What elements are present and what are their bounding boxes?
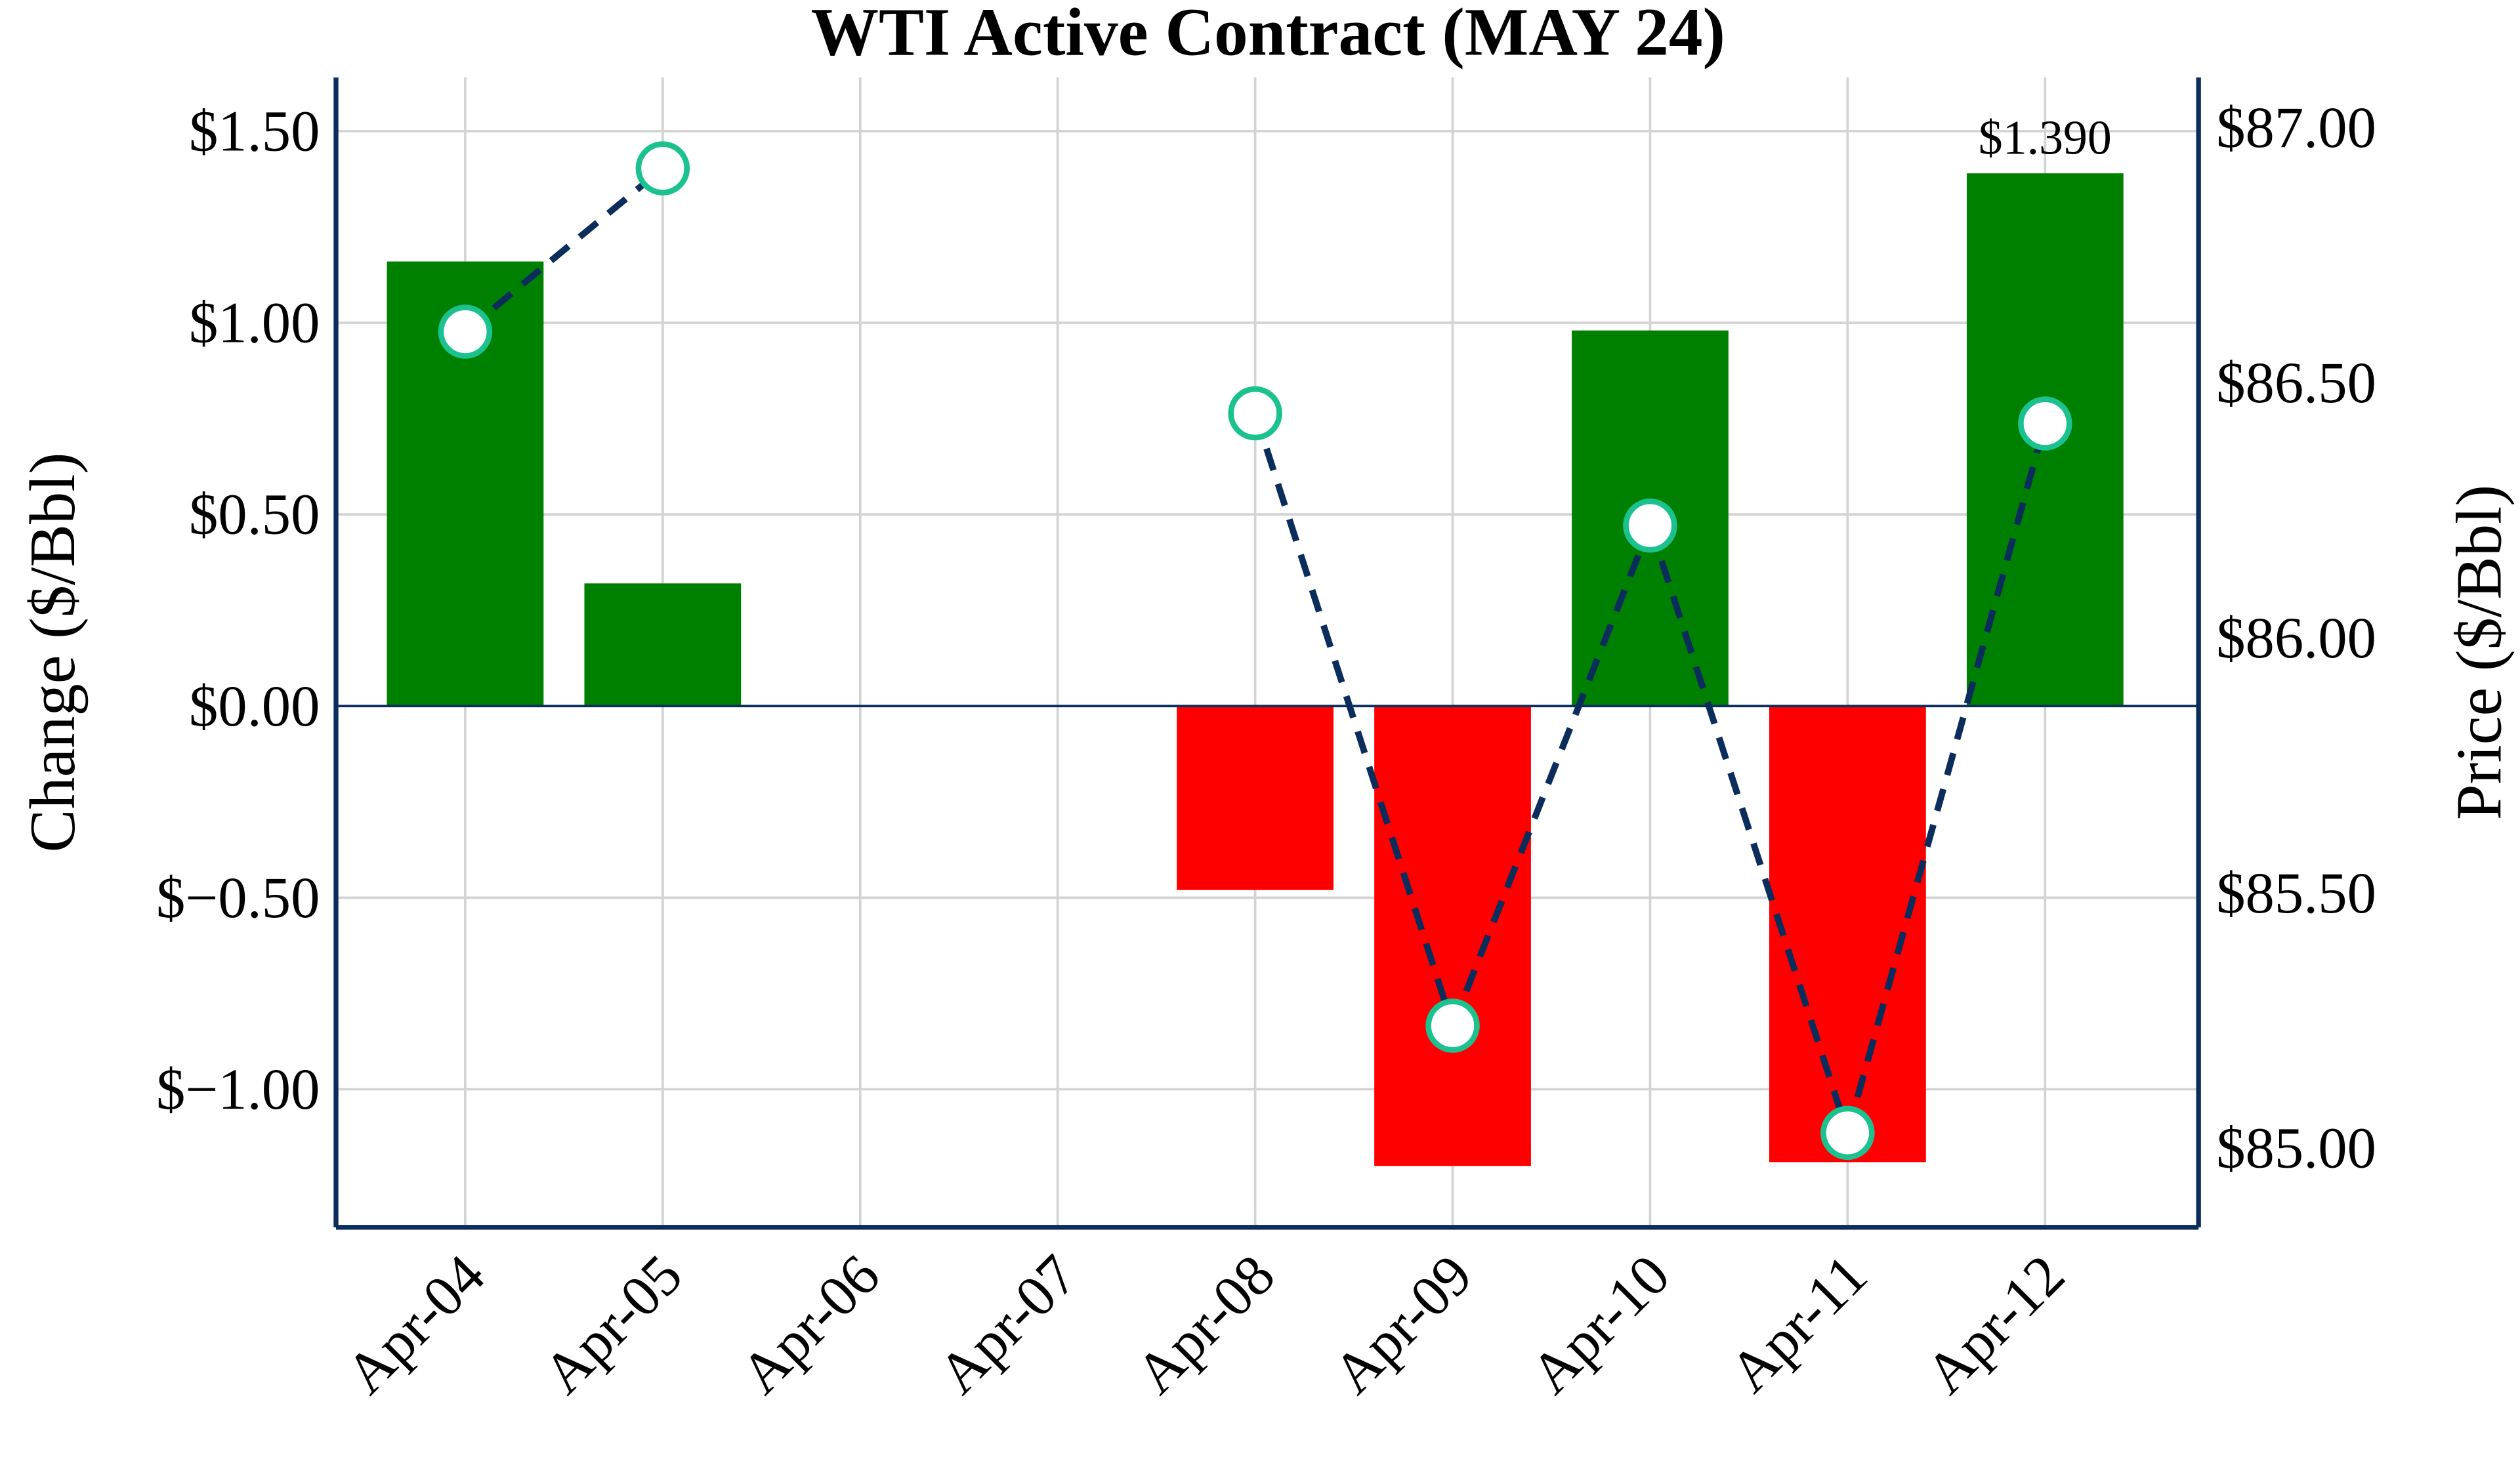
- price-marker-apr-12: [2018, 396, 2072, 451]
- x-tick-label: Apr-05: [531, 1243, 694, 1406]
- y2-tick-label: $87.00: [2216, 96, 2376, 160]
- y-axis-label: Change ($/Bbl): [17, 453, 89, 853]
- price-markers: [438, 141, 2072, 1161]
- price-line-segment: [463, 165, 665, 335]
- x-tick-label: Apr-07: [926, 1243, 1089, 1406]
- price-marker-apr-08: [1228, 386, 1282, 441]
- x-tick-label: Apr-11: [1717, 1243, 1880, 1405]
- x-tick-label: Apr-10: [1519, 1243, 1682, 1406]
- x-tick-label: Apr-12: [1914, 1243, 2077, 1406]
- y-tick-label: $1.50: [189, 99, 320, 163]
- x-tick-label: Apr-06: [728, 1243, 892, 1406]
- price-marker-apr-10: [1623, 498, 1677, 553]
- y-tick-label: $0.50: [189, 483, 320, 547]
- price-line-segment: [1251, 412, 1456, 1027]
- y2-axis-label: Price ($/Bbl): [2443, 485, 2515, 820]
- price-marker-apr-11: [1820, 1105, 1875, 1161]
- bar-apr-05: [584, 583, 742, 707]
- bar-apr-09: [1374, 706, 1531, 1166]
- y-tick-label: $−0.50: [156, 866, 320, 930]
- y-tick-label: $−1.00: [156, 1058, 320, 1122]
- price-line: [463, 165, 2049, 1134]
- chart-title: WTI Active Contract (MAY 24): [811, 0, 1725, 70]
- x-tick-label: Apr-04: [334, 1243, 497, 1406]
- price-marker-apr-04: [438, 304, 493, 359]
- axes: [333, 77, 2201, 1230]
- price-marker-apr-05: [635, 141, 690, 195]
- x-tick-label: Apr-09: [1321, 1243, 1484, 1406]
- price-marker-apr-09: [1425, 998, 1480, 1053]
- price-line-segment: [1449, 524, 1654, 1027]
- price-line-segment: [1844, 422, 2049, 1134]
- y2-tick-label: $85.50: [2216, 861, 2376, 926]
- bar-apr-08: [1177, 706, 1334, 890]
- y2-tick-label: $86.00: [2216, 606, 2376, 670]
- y-tick-label: $0.00: [189, 674, 320, 739]
- price-line-segment: [1647, 524, 1851, 1134]
- y2-tick-label: $85.00: [2216, 1117, 2376, 1181]
- y2-tick-label: $86.50: [2216, 351, 2376, 415]
- x-tick-label: Apr-08: [1124, 1243, 1287, 1406]
- y-tick-label: $1.00: [189, 291, 320, 356]
- data-label-apr-12: $1.390: [1979, 111, 2112, 165]
